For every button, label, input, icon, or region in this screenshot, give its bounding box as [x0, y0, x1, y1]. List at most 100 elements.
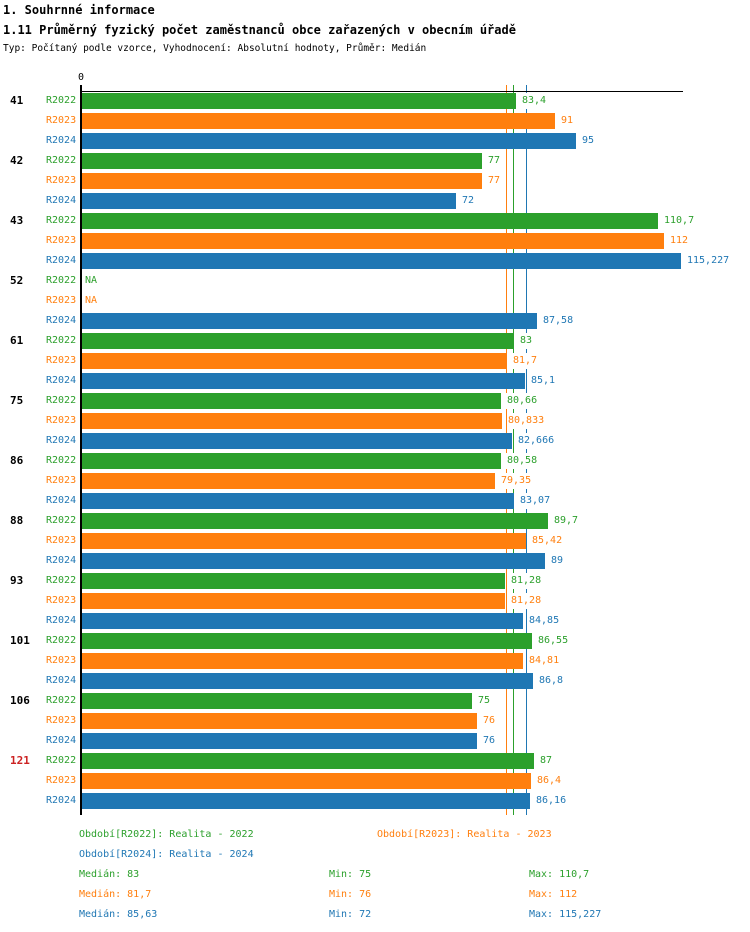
- bar-value-label: 110,7: [663, 213, 696, 229]
- stat-max-r2024: Max: 115,227: [529, 909, 602, 920]
- median-line-r2024: [526, 85, 527, 815]
- series-row-label-r2022: R2022: [46, 155, 77, 166]
- series-row-label-r2024: R2024: [46, 315, 77, 326]
- series-row-label-r2024: R2024: [46, 435, 77, 446]
- x-axis-line: [80, 91, 683, 92]
- bar-value-label: 76: [482, 713, 497, 729]
- series-row-label-r2022: R2022: [46, 515, 77, 526]
- series-row-label-r2024: R2024: [46, 675, 77, 686]
- bar-value-label: 112: [669, 233, 690, 249]
- bar-r2024-43: [82, 253, 681, 269]
- series-row-label-r2024: R2024: [46, 615, 77, 626]
- na-label: NA: [84, 293, 99, 309]
- bar-value-label: 76: [482, 733, 497, 749]
- bar-r2024-42: [82, 193, 456, 209]
- series-row-label-r2024: R2024: [46, 555, 77, 566]
- stat-median-r2023: Medián: 81,7: [79, 889, 152, 900]
- bar-value-label: 86,55: [537, 633, 570, 649]
- series-row-label-r2024: R2024: [46, 375, 77, 386]
- bar-value-label: 80,833: [507, 413, 546, 429]
- stat-max-r2022: Max: 110,7: [529, 869, 590, 880]
- bar-r2023-101: [82, 653, 523, 669]
- series-row-label-r2022: R2022: [46, 755, 77, 766]
- bar-value-label: 80,66: [506, 393, 539, 409]
- series-row-label-r2023: R2023: [46, 655, 77, 666]
- bar-r2022-106: [82, 693, 472, 709]
- bar-r2022-42: [82, 153, 482, 169]
- bar-value-label: 85,1: [530, 373, 557, 389]
- series-row-label-r2022: R2022: [46, 395, 77, 406]
- series-row-label-r2023: R2023: [46, 595, 77, 606]
- bar-value-label: 115,227: [686, 253, 731, 269]
- series-row-label-r2024: R2024: [46, 195, 77, 206]
- series-row-label-r2023: R2023: [46, 415, 77, 426]
- bar-r2022-41: [82, 93, 516, 109]
- bar-r2022-101: [82, 633, 532, 649]
- category-label-43: 43: [10, 214, 24, 227]
- series-row-label-r2023: R2023: [46, 355, 77, 366]
- category-label-93: 93: [10, 574, 24, 587]
- bar-value-label: 84,81: [528, 653, 561, 669]
- bar-r2022-61: [82, 333, 514, 349]
- series-row-label-r2023: R2023: [46, 295, 77, 306]
- bar-value-label: 86,4: [536, 773, 563, 789]
- bar-value-label: 87: [539, 753, 554, 769]
- bar-r2024-86: [82, 493, 514, 509]
- series-row-label-r2022: R2022: [46, 335, 77, 346]
- category-label-106: 106: [10, 694, 30, 707]
- bar-value-label: 80,58: [506, 453, 539, 469]
- bar-r2024-61: [82, 373, 525, 389]
- bar-r2024-88: [82, 553, 545, 569]
- bar-r2022-86: [82, 453, 501, 469]
- bar-r2022-121: [82, 753, 534, 769]
- series-row-label-r2023: R2023: [46, 775, 77, 786]
- series-row-label-r2022: R2022: [46, 575, 77, 586]
- series-row-label-r2023: R2023: [46, 535, 77, 546]
- stat-median-r2022: Medián: 83: [79, 869, 140, 880]
- series-row-label-r2023: R2023: [46, 715, 77, 726]
- bar-r2024-75: [82, 433, 512, 449]
- median-line-r2023: [506, 85, 507, 815]
- series-row-label-r2023: R2023: [46, 235, 77, 246]
- category-label-75: 75: [10, 394, 24, 407]
- category-label-88: 88: [10, 514, 24, 527]
- bar-r2023-121: [82, 773, 531, 789]
- series-row-label-r2023: R2023: [46, 475, 77, 486]
- series-row-label-r2022: R2022: [46, 215, 77, 226]
- bar-r2023-42: [82, 173, 482, 189]
- bar-r2023-93: [82, 593, 505, 609]
- category-label-86: 86: [10, 454, 24, 467]
- stat-median-r2024: Medián: 85,63: [79, 909, 158, 920]
- bar-value-label: 84,85: [528, 613, 561, 629]
- series-row-label-r2022: R2022: [46, 275, 77, 286]
- bar-r2024-106: [82, 733, 477, 749]
- bar-value-label: 89,7: [553, 513, 580, 529]
- series-row-label-r2023: R2023: [46, 175, 77, 186]
- category-label-101: 101: [10, 634, 30, 647]
- bar-r2023-86: [82, 473, 495, 489]
- y-axis-line: [80, 85, 82, 815]
- bar-r2023-43: [82, 233, 664, 249]
- series-row-label-r2022: R2022: [46, 455, 77, 466]
- legend-period-r2023: Období[R2023]: Realita - 2023: [377, 829, 552, 840]
- bar-value-label: 77: [487, 173, 502, 189]
- stat-min-r2022: Min: 75: [329, 869, 372, 880]
- bar-r2022-88: [82, 513, 548, 529]
- bar-r2024-121: [82, 793, 530, 809]
- series-row-label-r2024: R2024: [46, 735, 77, 746]
- bar-r2024-93: [82, 613, 523, 629]
- stat-min-r2024: Min: 72: [329, 909, 372, 920]
- series-row-label-r2024: R2024: [46, 135, 77, 146]
- bar-value-label: 91: [560, 113, 575, 129]
- bar-value-label: 81,28: [510, 573, 543, 589]
- bar-r2024-41: [82, 133, 576, 149]
- series-row-label-r2024: R2024: [46, 255, 77, 266]
- category-label-52: 52: [10, 274, 24, 287]
- category-label-42: 42: [10, 154, 24, 167]
- bar-value-label: 81,28: [510, 593, 543, 609]
- bar-r2022-93: [82, 573, 505, 589]
- category-label-121: 121: [10, 754, 30, 767]
- stat-min-r2023: Min: 76: [329, 889, 372, 900]
- series-row-label-r2024: R2024: [46, 495, 77, 506]
- na-label: NA: [84, 273, 99, 289]
